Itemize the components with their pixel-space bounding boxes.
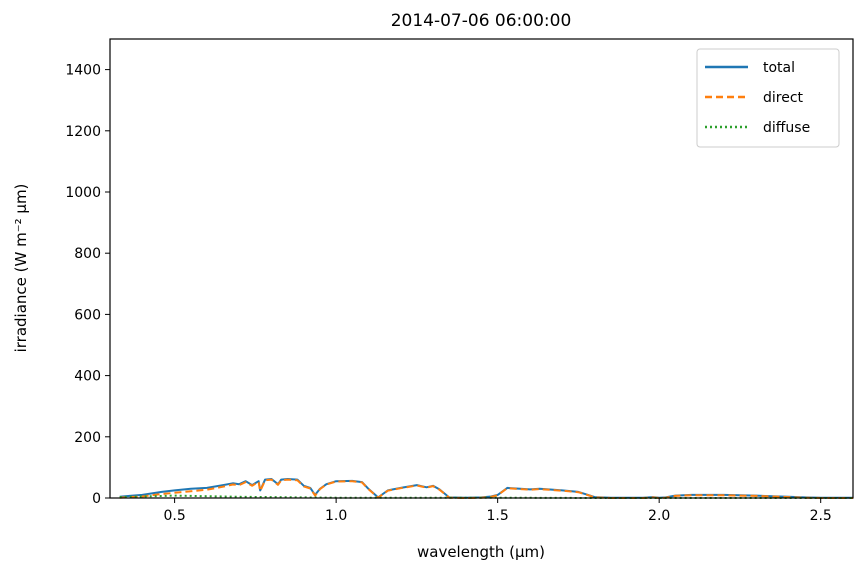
y-tick-label: 200 xyxy=(74,430,101,446)
legend-label-direct: direct xyxy=(763,90,804,106)
x-tick-label: 1.5 xyxy=(487,508,509,524)
chart-title: 2014-07-06 06:00:00 xyxy=(391,11,572,31)
y-tick-label: 0 xyxy=(92,491,101,507)
x-axis-ticks: 0.5 1.0 1.5 2.0 2.5 xyxy=(163,498,832,524)
y-axis-ticks: 0 200 400 600 800 1000 1200 1400 xyxy=(65,63,110,507)
x-tick-label: 2.5 xyxy=(810,508,832,524)
y-tick-label: 1400 xyxy=(65,63,101,79)
series-line-direct xyxy=(119,478,853,499)
legend: total direct diffuse xyxy=(696,48,840,148)
legend-box xyxy=(696,48,840,148)
y-tick-label: 1000 xyxy=(65,185,101,201)
x-tick-label: 0.5 xyxy=(163,508,185,524)
y-tick-label: 600 xyxy=(74,307,101,323)
y-axis-title: irradiance (W m⁻² µm) xyxy=(12,184,30,353)
legend-label-total: total xyxy=(763,60,795,76)
legend-entries: total direct diffuse xyxy=(705,60,810,136)
legend-label-diffuse: diffuse xyxy=(763,120,810,136)
y-tick-label: 1200 xyxy=(65,124,101,140)
x-tick-label: 1.0 xyxy=(325,508,347,524)
plot-lines xyxy=(119,478,853,499)
plot-frame xyxy=(109,38,854,499)
x-axis-title: wavelength (µm) xyxy=(417,543,545,561)
y-tick-label: 400 xyxy=(74,369,101,385)
x-tick-label: 2.0 xyxy=(648,508,670,524)
y-tick-label: 800 xyxy=(74,246,101,262)
